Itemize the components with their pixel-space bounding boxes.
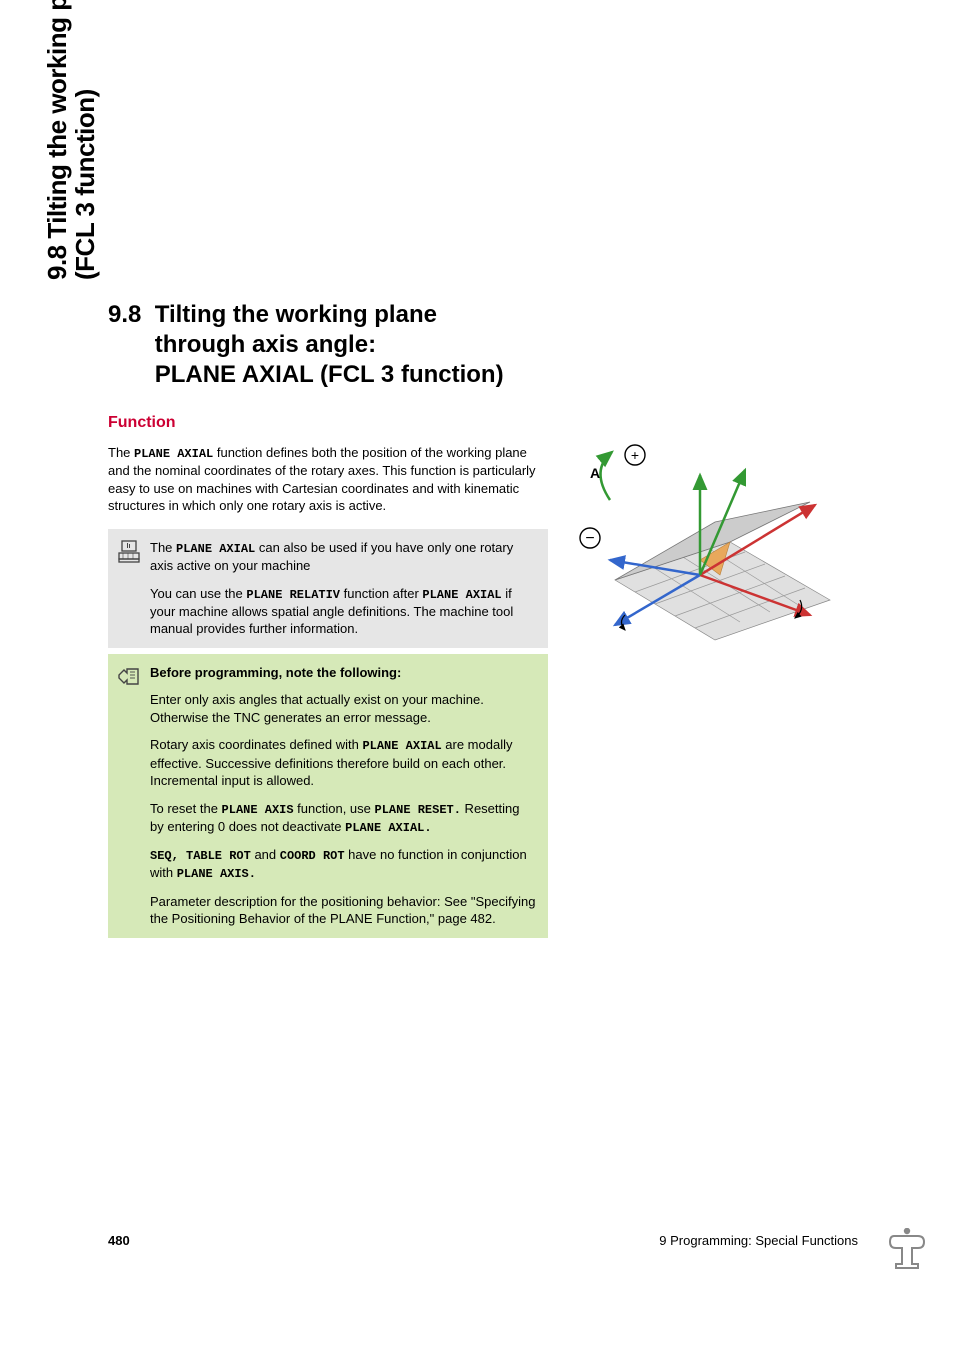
subsection-title: Function bbox=[108, 414, 548, 432]
machine-icon bbox=[116, 539, 142, 565]
section-number: 9.8 bbox=[108, 301, 141, 328]
vertical-section-header-sub: (FCL 3 function) bbox=[70, 0, 101, 280]
axis-diagram: A + − bbox=[560, 430, 860, 690]
footer-chapter: 9 Programming: Special Functions bbox=[659, 1233, 858, 1248]
green-note-p4: SEQ, TABLE ROT and COORD ROT have no fun… bbox=[150, 846, 536, 882]
info-icon bbox=[884, 1228, 928, 1272]
note-hand-icon bbox=[116, 664, 142, 690]
title-line3: PLANE AXIAL (FCL 3 function) bbox=[155, 361, 504, 388]
title-line1: Tilting the working plane bbox=[155, 301, 437, 328]
svg-text:A: A bbox=[590, 465, 600, 481]
green-note-p2: Rotary axis coordinates defined with PLA… bbox=[150, 736, 536, 789]
programming-note-box: Before programming, note the following: … bbox=[108, 654, 548, 938]
mono-plane-axial: PLANE AXIAL bbox=[134, 447, 213, 461]
title-line2: through axis angle: bbox=[155, 331, 376, 358]
green-note-heading: Before programming, note the following: bbox=[150, 664, 536, 682]
main-content: 9.8 Tilting the working plane 9.8 throug… bbox=[108, 300, 548, 938]
svg-text:−: − bbox=[585, 530, 594, 547]
green-note-p3: To reset the PLANE AXIS function, use PL… bbox=[150, 800, 536, 836]
vertical-section-header: 9.8 Tilting the working plane through ax… bbox=[42, 0, 73, 280]
gray-note-p2: You can use the PLANE RELATIV function a… bbox=[150, 585, 536, 638]
green-note-p1: Enter only axis angles that actually exi… bbox=[150, 691, 536, 726]
svg-text:+: + bbox=[631, 447, 639, 463]
page-number: 480 bbox=[108, 1233, 130, 1248]
green-note-p5: Parameter description for the positionin… bbox=[150, 893, 536, 928]
intro-paragraph: The PLANE AXIAL function defines both th… bbox=[108, 444, 548, 515]
machine-note-box: The PLANE AXIAL can also be used if you … bbox=[108, 529, 548, 648]
section-title: 9.8 Tilting the working plane 9.8 throug… bbox=[108, 300, 548, 390]
gray-note-p1: The PLANE AXIAL can also be used if you … bbox=[150, 539, 536, 575]
